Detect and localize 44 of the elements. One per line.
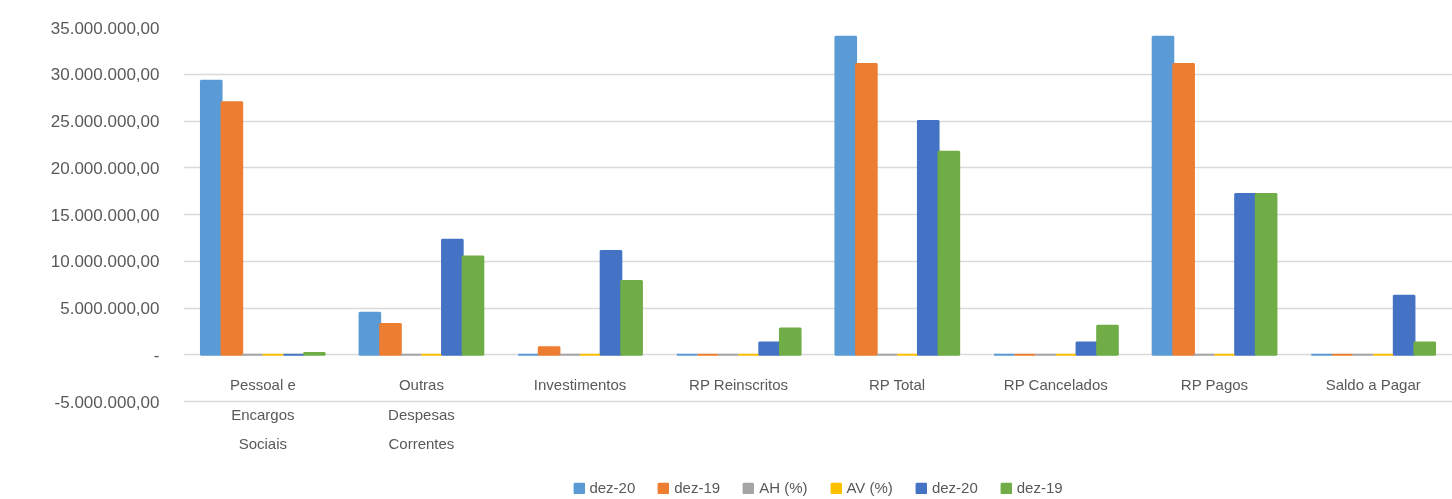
bar	[1413, 341, 1437, 356]
y-tick-label: 5.000.000,00	[60, 299, 160, 318]
x-tick-label: Investimentos	[533, 375, 627, 393]
x-tick-label: RP Pagos	[1180, 375, 1249, 393]
bar	[1096, 324, 1119, 356]
y-tick-label: 10.000.000,00	[50, 252, 160, 272]
legend-label: dez-19	[1016, 479, 1063, 496]
bar	[358, 311, 382, 356]
legend-label: AH (%)	[759, 479, 808, 496]
bar	[537, 346, 561, 356]
bar	[834, 35, 858, 356]
y-tick-label: 30.000.000,00	[50, 65, 160, 85]
y-tick-label: -	[153, 345, 160, 365]
bar	[855, 62, 878, 356]
x-tick-label: RP Reinscritos	[689, 375, 789, 393]
x-tick-label: RP Total	[868, 375, 926, 393]
bar	[1172, 62, 1195, 356]
y-tick-label: 20.000.000,00	[50, 158, 160, 178]
y-tick-label: 25.000.000,00	[50, 112, 160, 131]
bar	[220, 101, 244, 356]
bar	[758, 341, 781, 356]
bar	[1254, 192, 1278, 356]
y-tick-label: 35.000.000,00	[50, 18, 160, 38]
legend-label: dez-20	[931, 479, 978, 496]
y-tick-label: -5.000.000,00	[54, 392, 160, 412]
x-tick-label: Pessoal e Encargos Sociais	[229, 375, 296, 453]
bar	[599, 249, 623, 356]
bar	[620, 279, 643, 356]
legend-label: dez-19	[674, 479, 721, 496]
bar	[778, 327, 802, 356]
bar	[1392, 294, 1416, 356]
bar	[937, 150, 961, 356]
bar	[441, 238, 464, 356]
legend-label: dez-20	[589, 479, 636, 496]
x-tick-label: Outras Despesas Correntes	[388, 375, 455, 453]
bar	[1234, 192, 1257, 356]
bar	[379, 322, 402, 356]
bar	[916, 120, 940, 356]
legend-label: AV (%)	[846, 479, 893, 496]
bar	[199, 79, 223, 356]
bar	[461, 255, 485, 356]
x-tick-label: Saldo a Pagar	[1325, 375, 1421, 393]
x-tick-label: RP Cancelados	[1003, 375, 1108, 393]
y-tick-label: 15.000.000,00	[50, 205, 160, 225]
